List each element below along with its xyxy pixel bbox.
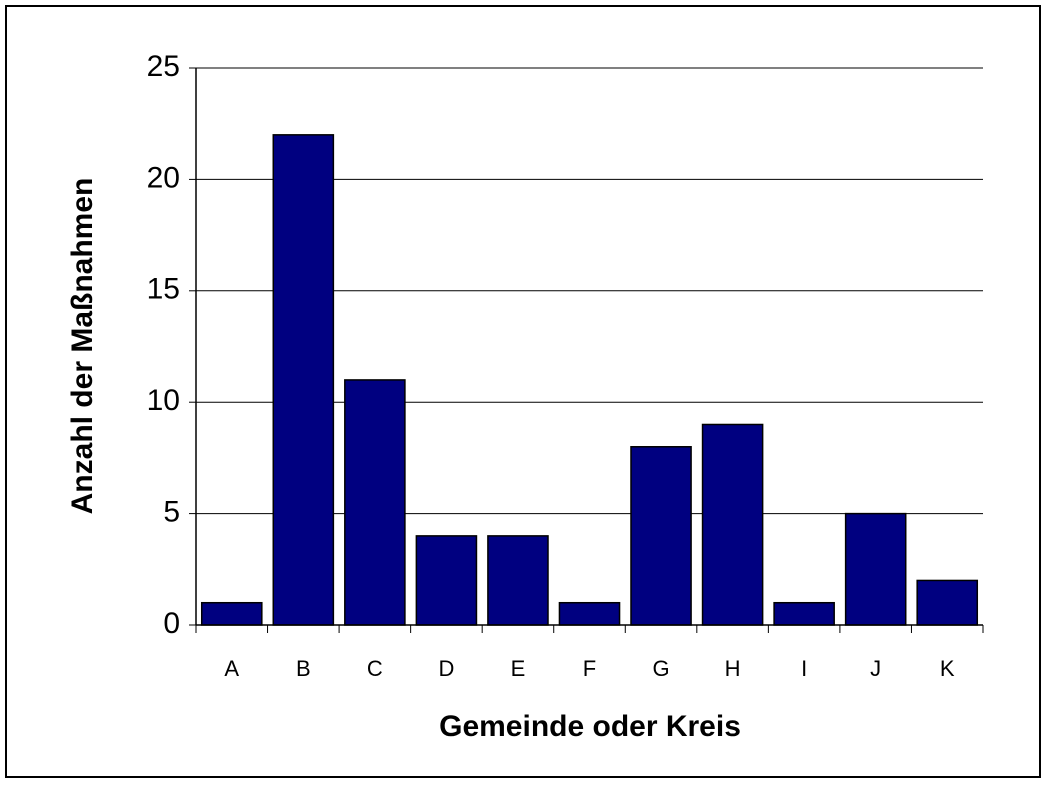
y-tick-label: 15 — [147, 273, 180, 306]
bar — [701, 423, 764, 626]
bar — [344, 379, 406, 626]
bar — [415, 535, 478, 626]
y-axis-title: Anzahl der Maßnahmen — [66, 178, 99, 515]
x-tick-label: H — [725, 656, 741, 681]
bar — [487, 535, 549, 626]
bar — [773, 601, 835, 626]
bar — [558, 601, 621, 626]
chart-frame — [5, 5, 1041, 778]
x-tick-label: I — [801, 656, 807, 681]
y-tick-label: 25 — [147, 50, 180, 83]
x-tick-label: J — [870, 656, 881, 681]
y-tick-label: 10 — [147, 384, 180, 417]
x-tick-label: K — [940, 656, 955, 681]
y-tick-label: 5 — [163, 496, 180, 529]
x-tick-label: A — [224, 656, 239, 681]
x-tick-label: D — [438, 656, 454, 681]
x-tick-label: G — [652, 656, 669, 681]
bar — [916, 579, 979, 626]
bar — [272, 134, 335, 626]
bar — [630, 446, 692, 626]
y-tick-label: 20 — [147, 161, 180, 194]
x-tick-label: C — [367, 656, 383, 681]
bar — [200, 601, 263, 626]
bar — [844, 512, 907, 626]
y-tick-label: 0 — [163, 607, 180, 640]
x-axis-title: Gemeinde oder Kreis — [439, 710, 741, 743]
x-tick-label: B — [296, 656, 311, 681]
x-tick-label: E — [511, 656, 526, 681]
x-tick-label: F — [583, 656, 596, 681]
